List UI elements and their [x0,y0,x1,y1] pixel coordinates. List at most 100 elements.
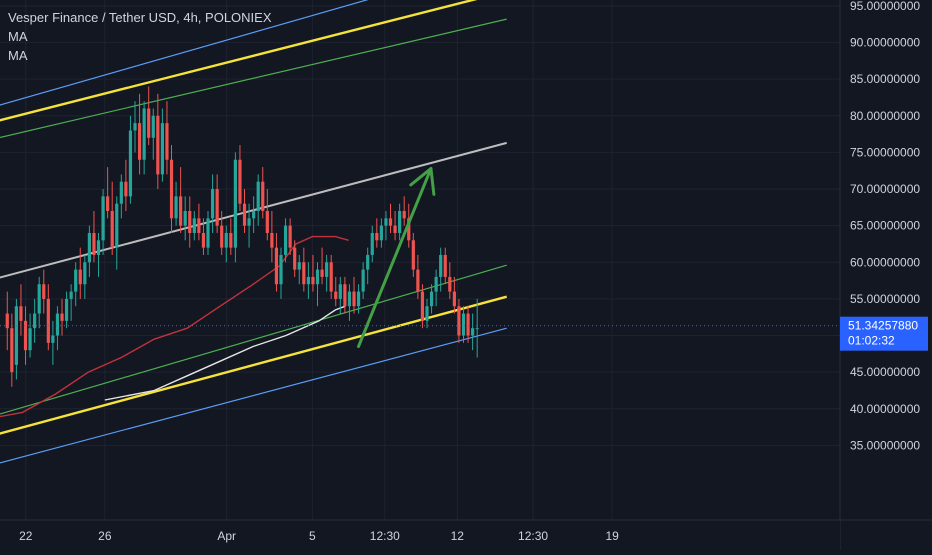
candle-body [215,189,219,226]
candle-body [210,189,215,219]
candle [466,306,470,343]
candle-body [466,313,470,336]
candle [274,232,279,292]
candle-body [201,232,206,248]
candle [334,276,338,307]
time-tick-label: 12 [451,529,465,543]
candle-body [429,291,434,307]
candle-body [78,269,82,285]
candle-body [388,218,393,226]
candle [55,306,60,351]
candle [461,306,466,343]
candle-body [115,203,119,248]
candle [352,276,356,314]
candle-body [151,115,155,138]
candle [439,247,443,292]
price-tick-label: 40.00000000 [850,402,920,416]
candle-body [142,108,146,160]
candle-body [64,298,69,321]
candle-body [224,232,228,248]
time-tick-label: 12:30 [370,529,400,543]
candle [64,291,69,329]
candle-body [457,306,461,336]
candle [347,284,352,321]
candle [343,276,347,314]
candle-body [233,159,237,248]
price-tick-label: 45.00000000 [850,365,920,379]
candle-body [270,232,274,248]
candle [297,254,301,285]
candle [74,262,78,307]
candle [471,313,475,351]
candle-body [110,211,114,248]
candle [265,189,269,241]
candle-body [192,218,196,233]
channel-line-2 [0,18,507,139]
candle-body [46,298,50,343]
candle-body [242,203,247,226]
candle-body [101,196,105,241]
candle [87,225,91,277]
indicator-ma-2[interactable]: MA [8,48,28,63]
candle-body [128,130,133,197]
candle [92,211,96,263]
price-tick-label: 65.00000000 [850,219,920,233]
candle [402,196,406,226]
candle-body [338,284,342,299]
candle-body [361,269,365,292]
candle [137,93,142,175]
candle-body [475,328,479,330]
price-tick-label: 35.00000000 [850,438,920,452]
arrow-shaft [356,167,433,349]
candles [0,86,840,387]
time-tick-label: 12:30 [518,529,548,543]
candle [366,247,370,285]
candle-body [306,276,310,285]
candle-body [416,269,420,292]
symbol-title[interactable]: Vesper Finance / Tether USD, 4h, POLONIE… [8,10,272,25]
candle-body [169,159,174,219]
indicator-ma-1[interactable]: MA [8,29,28,44]
last-price-value: 51.34257880 [848,319,918,333]
candle [160,108,164,182]
moving-averages [0,235,349,418]
price-axis-bg [840,0,932,550]
time-tick-label: 19 [605,529,619,543]
time-tick-label: 22 [19,529,33,543]
candle-body [398,211,402,233]
candle-body [425,306,429,321]
candle [233,152,237,263]
candle [165,101,169,175]
candle-body [443,254,447,277]
candle [201,218,206,255]
candle-body [283,225,288,255]
candle [411,232,415,277]
candle [192,211,196,241]
candle-body [23,320,28,351]
candle-body [320,269,324,277]
candle-body [471,328,475,336]
candle [283,218,288,263]
candle [169,145,174,233]
candle-body [60,313,64,321]
candle-body [375,232,379,241]
candle [256,174,260,226]
candle [338,276,342,314]
price-tick-label: 55.00000000 [850,292,920,306]
candle-body [288,225,292,248]
candle [197,203,201,241]
price-tick-label: 90.00000000 [850,36,920,50]
candle-body [311,276,315,285]
channel-line-0 [0,0,369,106]
candle [229,218,233,255]
candle-body [42,284,46,299]
candle-body [252,211,256,219]
candle [434,269,438,307]
candle [183,196,187,241]
projection-arrow [356,167,436,349]
candle [101,189,105,255]
candle [393,211,397,241]
chart-legend: Vesper Finance / Tether USD, 4h, POLONIE… [8,8,272,65]
